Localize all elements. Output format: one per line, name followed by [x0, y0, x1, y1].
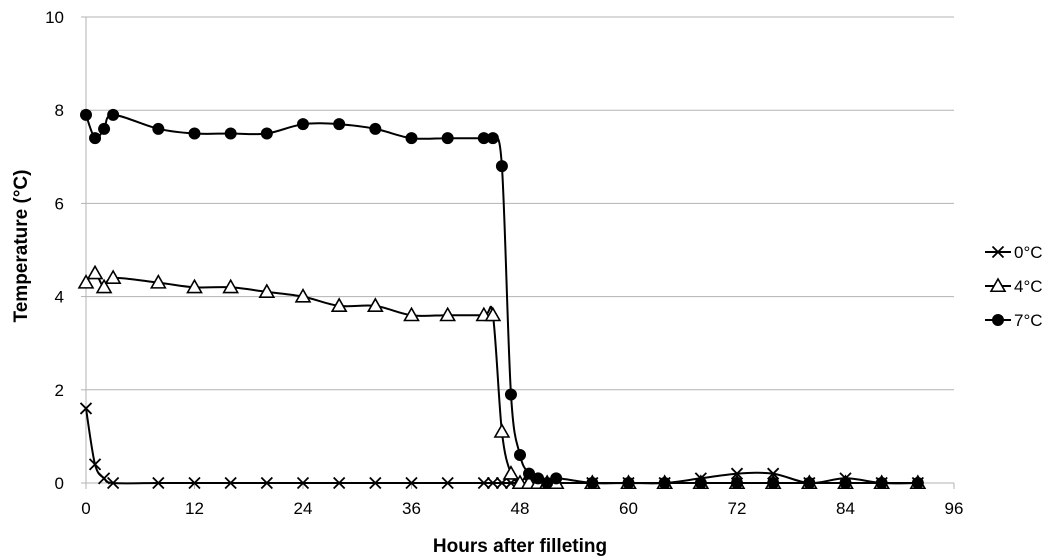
x-tick-label: 48 — [511, 499, 530, 518]
series-x-point — [296, 476, 310, 490]
legend-x-marker-point — [991, 245, 1005, 259]
x-tick-label: 84 — [836, 499, 855, 518]
series-triangle-point — [186, 278, 203, 294]
legend-triangle-entry: 4°C — [985, 277, 1043, 296]
series-circle-point — [98, 122, 111, 135]
x-tick-label: 60 — [619, 499, 638, 518]
x-axis-title: Hours after filleting — [433, 536, 607, 557]
series-circle-point — [260, 127, 273, 140]
series-triangle-point — [95, 278, 113, 294]
series-circle-point — [333, 118, 346, 131]
series-triangle-point — [493, 423, 511, 438]
gridlines — [86, 16, 954, 391]
series-circle-point — [80, 108, 92, 121]
series-circle-point — [441, 132, 454, 145]
x-tick-label: 36 — [402, 499, 421, 518]
series-triangle-point — [77, 274, 95, 289]
series-x-point — [97, 472, 111, 485]
series-x-point — [106, 476, 120, 490]
series-circle-point — [504, 388, 517, 401]
series-circle-point — [107, 108, 120, 121]
series-x-point — [333, 476, 346, 490]
series-x-point — [730, 467, 744, 480]
series-circle-point — [188, 127, 201, 140]
legend-circle-marker-point — [992, 314, 1004, 326]
x-tick-label: 12 — [185, 499, 204, 518]
series-circle-point — [767, 477, 780, 489]
series-circle-point — [405, 132, 418, 145]
series-triangle-point — [258, 283, 276, 298]
legend-circle-entry: 7°C — [985, 311, 1043, 330]
series-triangle-point — [222, 278, 240, 294]
y-tick-label: 10 — [45, 8, 64, 27]
y-tick-labels: 0 2 4 6 8 10 — [45, 8, 64, 493]
x-tick-label: 72 — [728, 499, 747, 518]
series-x-point — [477, 476, 490, 490]
series-x-point — [405, 476, 418, 490]
series-layer — [77, 108, 927, 490]
series-circle-point — [369, 122, 382, 135]
x-tick-label: 24 — [294, 499, 313, 518]
series-circle-point — [586, 477, 599, 489]
series-circle-point — [731, 477, 743, 489]
x-tick-label: 0 — [81, 499, 90, 518]
series-triangle-point — [330, 297, 348, 312]
series-x-point — [260, 476, 273, 490]
series-circle-point — [658, 477, 671, 489]
series-triangle-point — [366, 297, 384, 312]
series-circle-point — [622, 477, 635, 489]
series-circle-point — [486, 132, 499, 145]
series-triangle-point — [104, 269, 122, 285]
legend-triangle-label: 4°C — [1014, 277, 1043, 296]
series-circle-point — [550, 472, 563, 485]
y-tick-label: 2 — [55, 381, 64, 400]
x-tick-label: 96 — [945, 499, 964, 518]
y-tick-label: 0 — [55, 474, 64, 493]
series-triangle-point — [294, 287, 312, 303]
series-circle-point — [495, 160, 508, 173]
series-circle-point — [89, 132, 102, 145]
y-tick-label: 4 — [55, 288, 64, 307]
series-x-point — [79, 402, 93, 415]
series-x-point — [188, 476, 201, 490]
series-triangle-point — [86, 264, 104, 280]
y-tick-label: 8 — [55, 101, 64, 120]
series-x-point — [369, 476, 382, 490]
series-triangle-point — [149, 274, 167, 289]
legend-triangle-marker-point — [989, 277, 1007, 293]
series-circle-point — [297, 118, 309, 131]
y-tick-label: 6 — [55, 194, 64, 213]
series-circle-point — [224, 127, 237, 140]
series-x-point — [486, 476, 500, 490]
series-x-point — [767, 467, 780, 480]
series-circle-point — [152, 122, 165, 135]
series-triangle-point — [403, 306, 420, 322]
series-circle-point — [875, 477, 888, 489]
legend-x-entry: 0°C — [985, 243, 1043, 262]
series-x-line — [85, 408, 918, 485]
legend-circle-label: 7°C — [1014, 311, 1043, 330]
series-circle-point — [803, 477, 816, 489]
series-circle-point — [839, 477, 852, 489]
series-x-point — [441, 476, 454, 490]
series-x-point — [224, 476, 237, 490]
legend: 0°C 4°C 7°C — [985, 243, 1043, 330]
series-circle-line — [85, 113, 918, 485]
series-triangle-point — [439, 306, 457, 322]
series-x-point — [88, 458, 102, 471]
series-circle-point — [514, 449, 526, 462]
y-axis-title: Temperature (°C) — [11, 170, 32, 323]
series-circle — [80, 108, 924, 489]
legend-x-label: 0°C — [1014, 243, 1043, 262]
series-triangle-point — [484, 306, 502, 322]
series-circle-point — [911, 477, 924, 489]
series-circle-point — [694, 477, 707, 489]
series-triangle-point — [502, 465, 520, 480]
series-x-point — [152, 476, 165, 490]
x-tick-labels: 0 12 24 36 48 60 72 84 96 — [81, 499, 963, 518]
